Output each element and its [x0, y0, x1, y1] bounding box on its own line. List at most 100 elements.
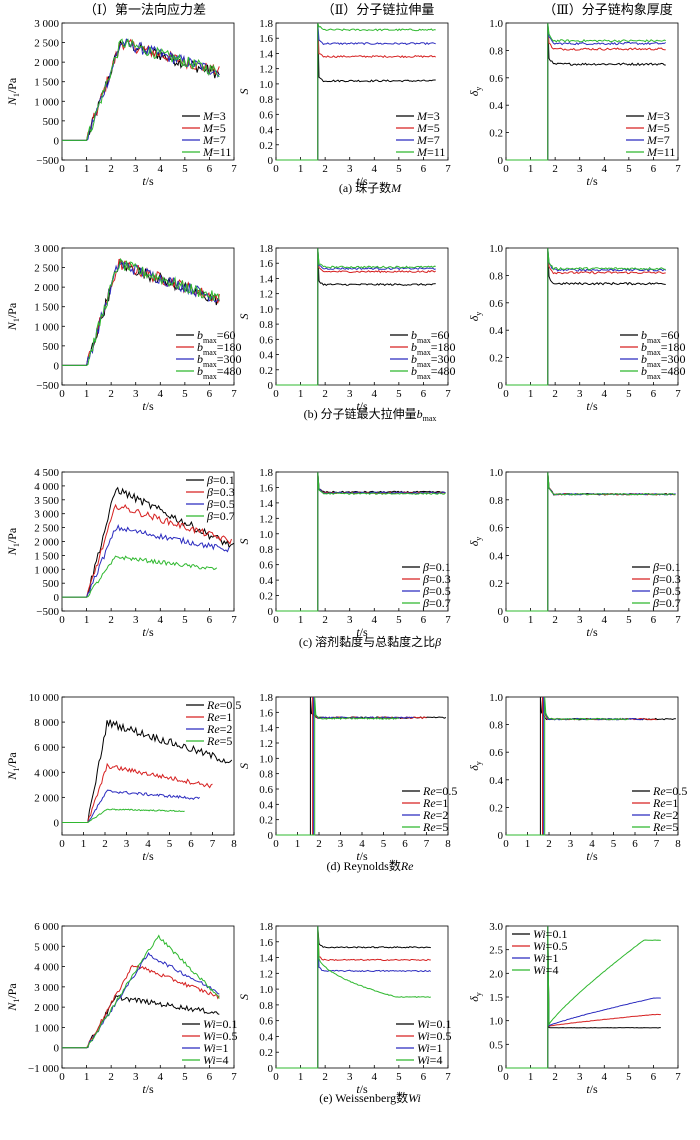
y-tick-label: 0.4: [489, 325, 503, 337]
y-axis-label: S: [237, 994, 251, 1000]
x-tick-label: 6: [188, 838, 194, 850]
x-tick-label: 3: [133, 1071, 139, 1083]
legend-label: M=11: [646, 145, 675, 159]
legend-label: Re=2: [652, 808, 678, 822]
x-tick-label: 4: [158, 388, 164, 400]
y-tick-label: 1.6: [259, 937, 273, 949]
series-line-2: [506, 472, 676, 612]
series-line-4: [62, 555, 218, 598]
y-tick-label: 0.6: [259, 1016, 273, 1028]
subplot-3-2: 0 1 2 3 4 5 6 700.20.40.60.81.01.21.41.61.8t/sS…: [237, 467, 451, 639]
y-tick-label: 1 000: [34, 321, 59, 333]
series-line-3: [506, 472, 676, 612]
x-tick-label: 2: [102, 838, 108, 850]
y-tick-label: 3 000: [34, 18, 59, 30]
y-tick-label: 1 500: [34, 77, 59, 89]
legend-label: Wi=4: [203, 1053, 228, 1067]
legend-label: Wi=0.1: [417, 1017, 451, 1031]
y-tick-label: 1.5: [489, 992, 503, 1004]
x-tick-label: 7: [231, 1071, 237, 1083]
x-tick-label: 5: [396, 1071, 402, 1083]
caption-2: (b) 分子链最大拉伸量bmax: [304, 406, 437, 423]
x-tick-label: 3: [338, 838, 344, 850]
y-tick-label: 0.2: [489, 128, 503, 140]
y-tick-label: 0.4: [489, 550, 503, 562]
y-tick-label: 0.8: [259, 1000, 273, 1012]
series-line-4: [506, 472, 676, 612]
x-axis-label: t/s: [142, 174, 154, 188]
x-tick-label: 5: [611, 838, 617, 850]
x-tick-label: 6: [421, 163, 427, 175]
y-tick-label: 0.6: [489, 747, 503, 759]
x-tick-label: 5: [626, 1071, 632, 1083]
y-tick-label: 2 000: [34, 282, 59, 294]
x-tick-label: 0: [273, 838, 279, 850]
legend-label: β=0.3: [652, 572, 681, 586]
y-tick-label: 0: [498, 380, 504, 392]
x-tick-label: 2: [546, 838, 552, 850]
x-tick-label: 7: [231, 614, 237, 626]
axes-frame: [61, 247, 235, 386]
x-tick-label: 4: [158, 163, 164, 175]
x-tick-label: 6: [421, 1071, 427, 1083]
series-line-1: [506, 472, 676, 612]
series-line-1: [62, 486, 235, 598]
legend-label: β=0.5: [206, 497, 235, 511]
legend-label: Re=2: [206, 722, 232, 736]
series-line-4: [276, 22, 436, 161]
y-tick-label: 0: [268, 606, 274, 618]
y-tick-label: 1.6: [259, 482, 273, 494]
x-tick-label: 6: [651, 614, 657, 626]
x-tick-label: 4: [602, 1071, 608, 1083]
y-tick-label: 1 000: [34, 1022, 59, 1034]
x-tick-label: 6: [651, 163, 657, 175]
y-tick-label: 3 000: [34, 509, 59, 521]
y-tick-label: 0: [268, 830, 274, 842]
axes-frame: [275, 247, 449, 386]
legend-label: Wi=0.5: [417, 1029, 451, 1043]
legend-label: bmax=480: [411, 364, 456, 381]
subplot-4-1: 0 1 2 3 4 5 6 7 8 0 2 000 4 000 6 000 8 000 10 000 t/s N…: [5, 692, 241, 863]
caption-1: (a) 珠子数M: [339, 180, 402, 195]
series-line-3: [62, 261, 220, 366]
y-tick-label: 0.8: [259, 544, 273, 556]
x-tick-label: 2: [108, 163, 114, 175]
legend-label: bmax=60: [197, 328, 236, 345]
y-tick-label: 0.2: [489, 353, 503, 365]
x-tick-label: 5: [182, 1071, 188, 1083]
x-tick-label: 4: [372, 1071, 378, 1083]
x-tick-label: 7: [675, 614, 681, 626]
y-tick-label: 1.2: [259, 289, 273, 301]
y-tick-label: 1.0: [489, 692, 503, 704]
axes-frame: [61, 925, 235, 1069]
x-tick-label: 3: [347, 614, 353, 626]
x-tick-label: 4: [372, 614, 378, 626]
x-tick-label: 0: [273, 614, 279, 626]
x-axis-label: t/s: [356, 1082, 368, 1096]
x-tick-label: 0: [59, 388, 65, 400]
subplot-5-2: 0 1 2 3 4 5 6 700.20.40.60.81.01.21.41.61.8t/sS…: [237, 921, 451, 1096]
series-line-4: [62, 934, 220, 1049]
x-tick-label: 4: [602, 388, 608, 400]
series-line-3: [506, 23, 666, 161]
subplot-2-2: 0 1 2 3 4 5 6 700.20.40.60.81.01.21.41.61.8t/sS…: [237, 243, 456, 413]
x-tick-label: 2: [552, 388, 558, 400]
axes-frame: [61, 22, 235, 161]
legend-label: β=0.5: [422, 584, 451, 598]
y-tick-label: 1.4: [259, 498, 273, 510]
subplot-4-3: 0 1 2 3 4 5 6 7 8 0 0.2 0.4 0.6 0.8 1.0 t/s δy Re=0.5Re=1…: [467, 692, 687, 863]
x-tick-label: 2: [322, 614, 328, 626]
x-tick-label: 3: [577, 1071, 583, 1083]
x-tick-label: 2: [322, 163, 328, 175]
y-tick-label: 2 000: [34, 57, 59, 69]
y-tick-label: 0.6: [259, 334, 273, 346]
series-line-4: [506, 23, 666, 161]
x-tick-label: 1: [84, 163, 90, 175]
x-tick-label: 0: [503, 163, 509, 175]
x-axis-label: t/s: [356, 625, 368, 639]
legend-label: M=7: [202, 133, 226, 147]
y-tick-label: 2 500: [34, 38, 59, 50]
axes-frame: [275, 925, 449, 1069]
y-tick-label: 0.6: [489, 298, 503, 310]
y-axis-label: N1/Pa: [5, 527, 21, 556]
